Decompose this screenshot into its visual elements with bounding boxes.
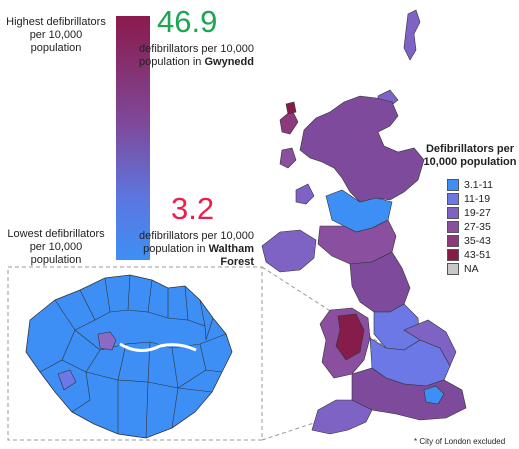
legend-item: 35-43 [447,234,491,247]
great-britain-map [261,9,467,435]
legend-swatch [447,248,459,261]
legend-swatch [447,178,459,191]
legend-swatch [447,262,459,275]
legend-item: 43-51 [447,248,491,261]
lowest-label: Lowest defibrillators per 10,000 populat… [7,228,105,266]
legend-label: 19-27 [464,206,491,219]
highest-desc-text: defibrillators per 10,000 population in [139,43,254,68]
legend-swatch [447,192,459,205]
legend-label: 43-51 [464,248,491,261]
legend-label: NA [464,262,479,275]
legend-item: NA [447,262,479,275]
legend-item: 27-35 [447,220,491,233]
legend-item: 11-19 [447,192,490,205]
highest-value: 46.9 [157,4,218,39]
legend-label: 27-35 [464,220,491,233]
london-inset-map [25,274,233,439]
legend-label: 11-19 [464,192,491,205]
legend-label: 3.1-11 [464,178,493,191]
legend-label: 35-43 [464,234,491,247]
lowest-desc: defibrillators per 10,000 population in … [138,230,254,269]
legend-swatch [447,206,459,219]
legend-swatch [447,234,459,247]
highest-desc: defibrillators per 10,000 population in … [138,43,254,69]
london-inset-frame [7,266,263,441]
lowest-value: 3.2 [171,191,215,226]
legend: 3.1-11 11-19 19-27 27-35 35-43 43-51 NA [447,178,517,278]
legend-item: 3.1-11 [447,178,493,191]
footnote: * City of London excluded [414,437,506,446]
legend-item: 19-27 [447,206,491,219]
lowest-place: Waltham Forest [208,243,254,268]
legend-title: Defibrillators per 10,000 population [423,143,517,168]
highest-label: Highest defibrillators per 10,000 popula… [6,16,106,54]
legend-swatch [447,220,459,233]
highest-place: Gwynedd [204,56,254,68]
scale-gradient-bar [116,16,150,260]
lowest-desc-text: defibrillators per 10,000 population in [139,230,254,255]
